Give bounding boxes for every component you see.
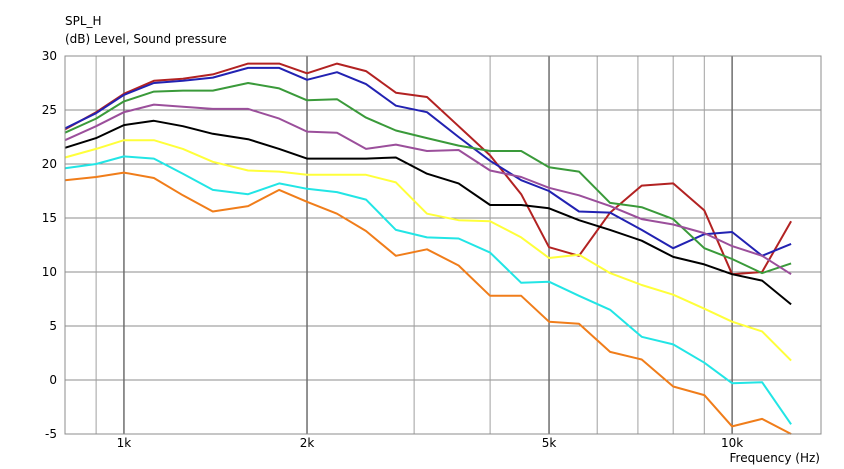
series-line-8: [64, 171, 792, 435]
chart-title: SPL_H: [65, 14, 102, 28]
series-line-6: [64, 139, 792, 362]
series-line-3: [64, 82, 792, 275]
grid: [64, 56, 821, 434]
series-line-7: [64, 155, 792, 425]
series-line-4: [64, 103, 792, 276]
y-tick-label: 0: [49, 373, 57, 387]
y-tick-label: 30: [42, 49, 57, 63]
x-tick-label: 2k: [300, 436, 315, 450]
y-tick-label: -5: [45, 427, 57, 441]
x-tick-label: 10k: [721, 436, 743, 450]
x-axis-label: Frequency (Hz): [730, 451, 821, 465]
y-tick-label: 10: [42, 265, 57, 279]
tick-labels: 30 25 20 15 10 5 0 -5 1k 2k 5k 10k: [42, 49, 744, 450]
y-tick-label: 15: [42, 211, 57, 225]
x-tick-label: 1k: [117, 436, 132, 450]
plot-frame: [64, 55, 822, 435]
series-lines: [64, 62, 792, 435]
x-tick-label: 5k: [542, 436, 557, 450]
series-line-1: [64, 62, 792, 276]
series-line-2: [64, 66, 792, 257]
series-line-5: [64, 119, 792, 306]
y-tick-label: 5: [49, 319, 57, 333]
y-tick-label: 20: [42, 157, 57, 171]
y-tick-label: 25: [42, 103, 57, 117]
y-axis-label: (dB) Level, Sound pressure: [65, 32, 227, 46]
